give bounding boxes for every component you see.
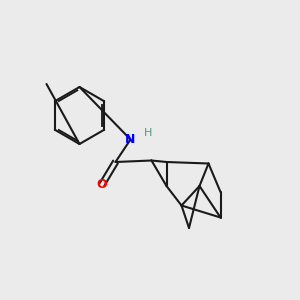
- Text: H: H: [144, 128, 153, 139]
- Text: N: N: [125, 133, 136, 146]
- Text: O: O: [97, 178, 107, 191]
